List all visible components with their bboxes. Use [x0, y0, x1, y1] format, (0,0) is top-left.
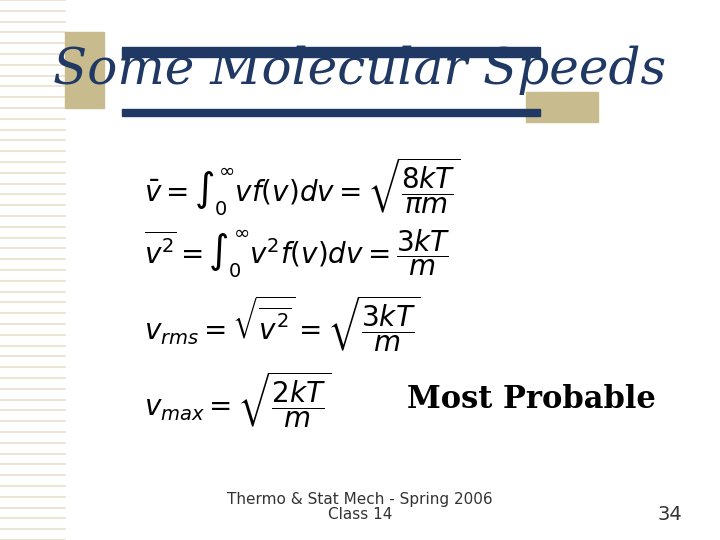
- Text: $v_{max} = \sqrt{\dfrac{2kT}{m}}$: $v_{max} = \sqrt{\dfrac{2kT}{m}}$: [144, 369, 331, 430]
- Text: 34: 34: [657, 504, 682, 524]
- Bar: [122, 109, 540, 116]
- Text: $\bar{v} = \int_0^{\infty} vf(v)dv = \sqrt{\dfrac{8kT}{\pi m}}$: $\bar{v} = \int_0^{\infty} vf(v)dv = \sq…: [144, 155, 461, 218]
- Text: $v_{rms} = \sqrt{\overline{v^2}} = \sqrt{\dfrac{3kT}{m}}$: $v_{rms} = \sqrt{\overline{v^2}} = \sqrt…: [144, 294, 421, 354]
- Text: Most Probable: Most Probable: [407, 384, 656, 415]
- Text: Thermo & Stat Mech - Spring 2006: Thermo & Stat Mech - Spring 2006: [228, 492, 492, 507]
- Text: Class 14: Class 14: [328, 507, 392, 522]
- Bar: [122, 47, 540, 57]
- Bar: [65, 32, 104, 108]
- Text: $\overline{v^2} = \int_0^{\infty} v^2 f(v)dv = \dfrac{3kT}{m}$: $\overline{v^2} = \int_0^{\infty} v^2 f(…: [144, 227, 451, 280]
- Bar: [526, 92, 598, 122]
- Text: Some Molecular Speeds: Some Molecular Speeds: [53, 45, 667, 95]
